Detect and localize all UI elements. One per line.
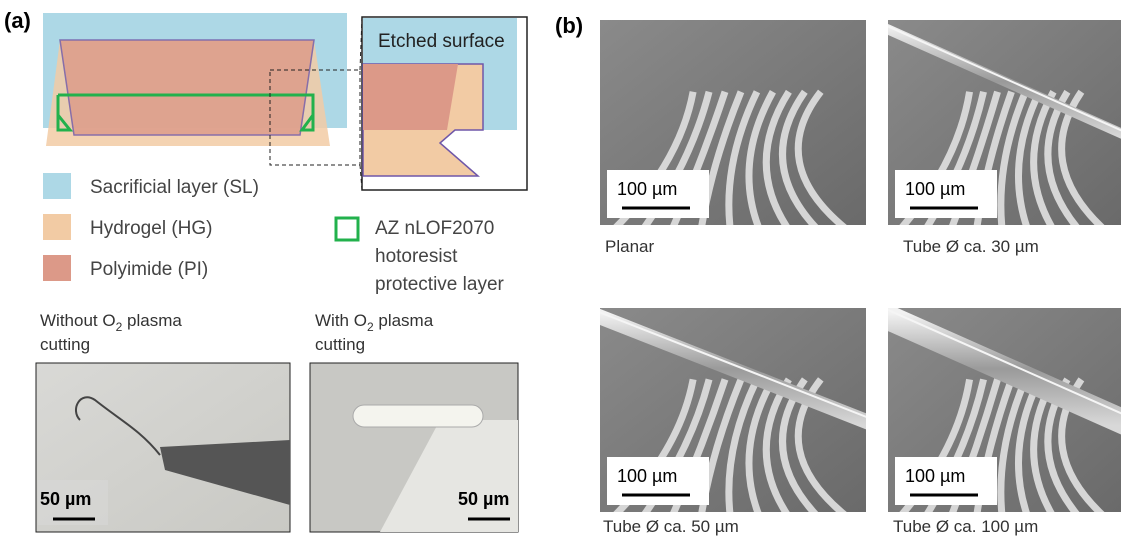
legend-swatch <box>43 173 71 199</box>
legend-swatch <box>336 218 358 240</box>
figure: (a) Etched surface Sacrificial layer (SL… <box>0 0 1121 539</box>
legend-swatch <box>43 255 71 281</box>
sem-grid: 100 µm Planar 100 µm Tube Ø ca. 30 µm 100 µm… <box>590 20 1121 536</box>
photo-caption: Without O2 plasma <box>40 311 182 334</box>
legend-label: protective layer <box>375 274 505 295</box>
photo-caption: cutting <box>40 335 90 354</box>
legend-label: AZ nLOF2070 <box>375 218 494 239</box>
scale-bar-label: 100 µm <box>617 179 677 199</box>
inset-label: Etched surface <box>378 31 505 52</box>
image-caption: Tube Ø ca. 100 µm <box>893 517 1038 536</box>
photo-caption: With O2 plasma <box>315 311 434 334</box>
scale-bar-label: 100 µm <box>905 466 965 486</box>
scale-bar-label: 100 µm <box>617 466 677 486</box>
tube <box>353 405 483 427</box>
image-caption: Tube Ø ca. 50 µm <box>603 517 739 536</box>
panel-label: (b) <box>555 13 583 38</box>
inset-polyimide <box>363 64 458 130</box>
scale-bar-label: 50 µm <box>40 489 91 509</box>
polyimide <box>60 40 314 135</box>
legend-label: hotoresist <box>375 246 458 267</box>
scale-bar-label: 100 µm <box>905 179 965 199</box>
legend-label: Sacrificial layer (SL) <box>90 177 259 198</box>
page: { "panel_a": { "label": "(a)", "inset_la… <box>0 0 1121 539</box>
sem-image: 100 µm <box>878 306 1121 518</box>
image-caption: Planar <box>605 237 654 256</box>
image-caption: Tube Ø ca. 30 µm <box>903 237 1039 256</box>
legend-label: Polyimide (PI) <box>90 259 208 280</box>
legend-label: Hydrogel (HG) <box>90 218 212 239</box>
caption-text: plasma <box>122 311 182 330</box>
caption-text: plasma <box>374 311 434 330</box>
legend-swatch <box>43 214 71 240</box>
photo-caption: cutting <box>315 335 365 354</box>
caption-text: With O <box>315 311 367 330</box>
scale-bar-label: 50 µm <box>458 489 509 509</box>
panel-label: (a) <box>4 8 31 33</box>
caption-text: Without O <box>40 311 116 330</box>
sem-image: 100 µm <box>600 20 866 230</box>
sem-image: 100 µm <box>590 308 876 517</box>
sem-image: 100 µm <box>878 20 1121 230</box>
